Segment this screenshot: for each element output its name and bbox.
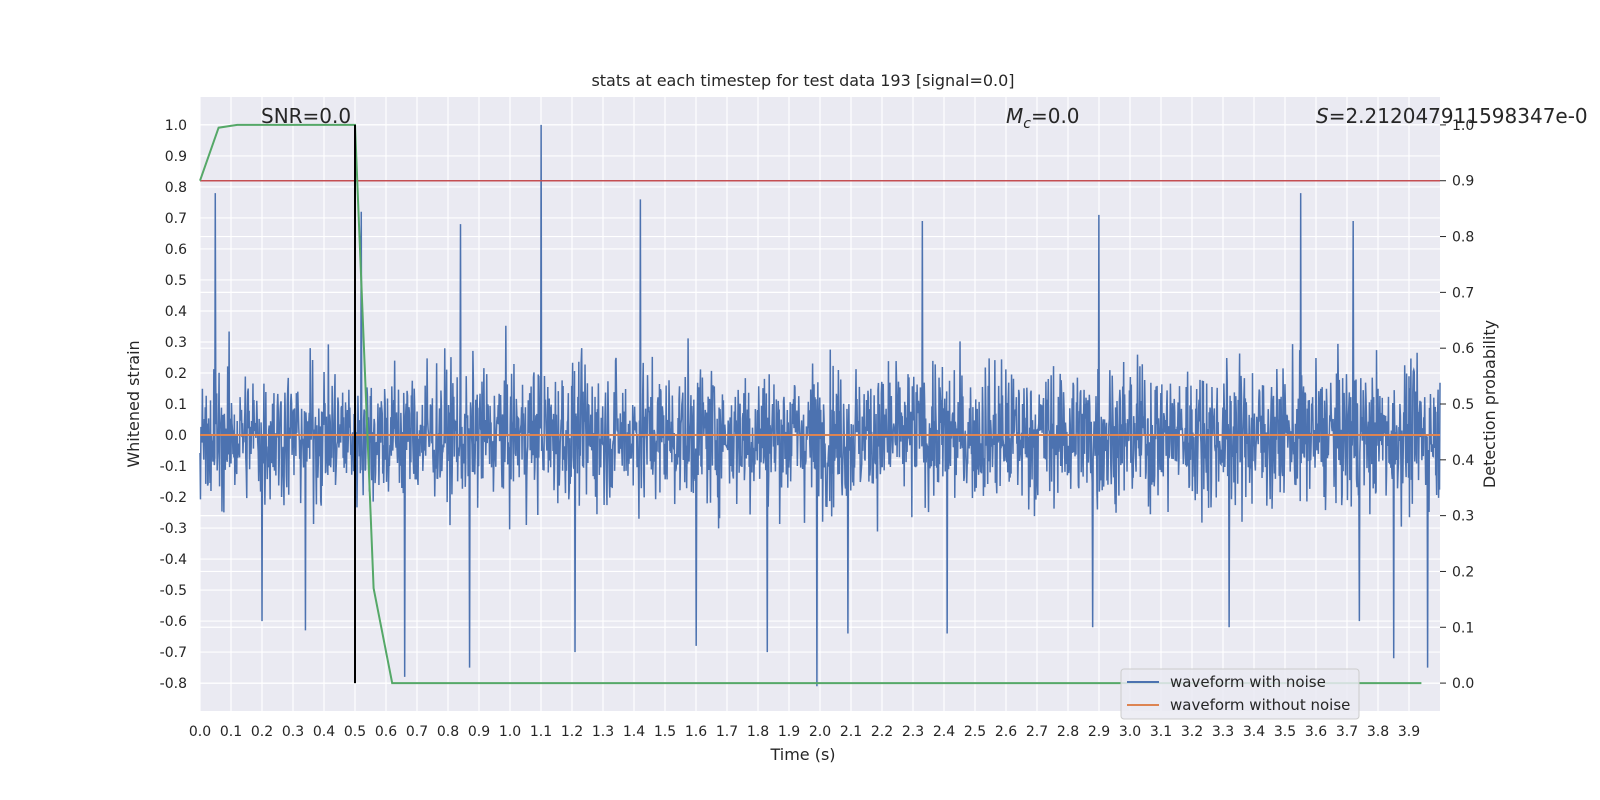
y-right-tick-label: 0.5 bbox=[1452, 397, 1474, 413]
x-tick-label: 3.5 bbox=[1274, 724, 1296, 740]
x-tick-label: 2.4 bbox=[933, 724, 955, 740]
y-tick-label: 0.2 bbox=[165, 366, 187, 382]
x-tick-label: 3.1 bbox=[1150, 724, 1172, 740]
y-tick-label: 0.8 bbox=[165, 180, 187, 196]
x-tick-label: 3.6 bbox=[1305, 724, 1327, 740]
mc-symbol: M bbox=[1006, 104, 1023, 128]
x-tick-label: 0.3 bbox=[282, 724, 304, 740]
y-right-tick-label: 1.0 bbox=[1452, 118, 1474, 134]
x-tick-label: 0.8 bbox=[437, 724, 459, 740]
y-right-tick-label: 0.6 bbox=[1452, 341, 1474, 357]
x-tick-label: 1.8 bbox=[747, 724, 769, 740]
y-tick-label: -0.3 bbox=[160, 521, 187, 537]
y-tick-label: -0.4 bbox=[160, 552, 187, 568]
chart-title: stats at each timestep for test data 193… bbox=[591, 71, 1014, 90]
x-tick-label: 1.6 bbox=[685, 724, 707, 740]
y-axis-label-right: Detection probability bbox=[1480, 320, 1499, 488]
x-tick-label: 3.2 bbox=[1181, 724, 1203, 740]
y-tick-label: 0.7 bbox=[165, 211, 187, 227]
y-tick-label: 0.9 bbox=[165, 149, 187, 165]
y-tick-label: 1.0 bbox=[165, 118, 187, 134]
mc-subscript: c bbox=[1023, 116, 1031, 132]
x-tick-label: 2.6 bbox=[995, 724, 1017, 740]
y-tick-label: 0.4 bbox=[165, 304, 187, 320]
x-tick-label: 1.2 bbox=[561, 724, 583, 740]
s-annotation: S=2.212047911598347e-0 bbox=[1316, 104, 1588, 128]
x-tick-label: 2.0 bbox=[809, 724, 831, 740]
x-tick-label: 3.8 bbox=[1367, 724, 1389, 740]
mc-annotation: Mc=0.0 bbox=[1006, 104, 1080, 132]
series-line-waveform-with-noise bbox=[199, 124, 1441, 687]
x-tick-label: 2.3 bbox=[902, 724, 924, 740]
x-tick-label: 1.5 bbox=[654, 724, 676, 740]
x-tick-label: 2.8 bbox=[1057, 724, 1079, 740]
x-tick-label: 2.2 bbox=[871, 724, 893, 740]
x-tick-label: 0.4 bbox=[313, 724, 335, 740]
y-right-tick-label: 0.2 bbox=[1452, 564, 1474, 580]
y-tick-label: -0.1 bbox=[160, 459, 187, 475]
y-tick-label: 0.1 bbox=[165, 397, 187, 413]
x-tick-label: 2.5 bbox=[964, 724, 986, 740]
y-axis-label: Whitened strain bbox=[124, 340, 143, 467]
y-tick-label: -0.2 bbox=[160, 490, 187, 506]
x-tick-label: 2.7 bbox=[1026, 724, 1048, 740]
x-tick-label: 1.9 bbox=[778, 724, 800, 740]
x-tick-label: 2.1 bbox=[840, 724, 862, 740]
x-tick-label: 1.7 bbox=[716, 724, 738, 740]
y-right-tick-label: 0.7 bbox=[1452, 285, 1474, 301]
x-tick-label: 3.9 bbox=[1398, 724, 1420, 740]
y-tick-label: -0.6 bbox=[160, 614, 187, 630]
y-tick-label: -0.5 bbox=[160, 583, 187, 599]
x-tick-label: 0.0 bbox=[189, 724, 211, 740]
y-right-tick-label: 0.9 bbox=[1452, 174, 1474, 190]
y-tick-label: 0.5 bbox=[165, 273, 187, 289]
x-tick-label: 0.7 bbox=[406, 724, 428, 740]
x-tick-label: 0.9 bbox=[468, 724, 490, 740]
legend-box bbox=[1120, 668, 1360, 720]
x-tick-label: 0.2 bbox=[251, 724, 273, 740]
x-tick-label: 0.6 bbox=[375, 724, 397, 740]
x-tick-label: 3.3 bbox=[1212, 724, 1234, 740]
y-right-tick-label: 0.1 bbox=[1452, 620, 1474, 636]
x-tick-label: 3.0 bbox=[1119, 724, 1141, 740]
legend-label-clean: waveform without noise bbox=[1170, 696, 1350, 714]
x-tick-label: 1.3 bbox=[592, 724, 614, 740]
y-right-tick-label: 0.0 bbox=[1452, 676, 1474, 692]
x-tick-label: 0.5 bbox=[344, 724, 366, 740]
x-tick-label: 1.1 bbox=[530, 724, 552, 740]
y-right-tick-label: 0.3 bbox=[1452, 509, 1474, 525]
y-right-tick-label: 0.8 bbox=[1452, 230, 1474, 246]
s-value: =2.212047911598347e-0 bbox=[1329, 104, 1588, 128]
y-right-tick-label: 0.4 bbox=[1452, 453, 1474, 469]
x-tick-label: 1.0 bbox=[499, 724, 521, 740]
mc-value: =0.0 bbox=[1031, 104, 1080, 128]
y-tick-label: 0.6 bbox=[165, 242, 187, 258]
x-axis-label: Time (s) bbox=[769, 745, 835, 764]
x-tick-label: 3.4 bbox=[1243, 724, 1265, 740]
y-tick-label: 0.0 bbox=[165, 428, 187, 444]
y-tick-label: -0.7 bbox=[160, 645, 187, 661]
legend: waveform with noise waveform without noi… bbox=[1120, 668, 1360, 720]
y-tick-label: -0.8 bbox=[160, 676, 187, 692]
y-tick-label: 0.3 bbox=[165, 335, 187, 351]
x-tick-label: 2.9 bbox=[1088, 724, 1110, 740]
x-tick-label: 1.4 bbox=[623, 724, 645, 740]
snr-annotation: SNR=0.0 bbox=[261, 104, 351, 128]
x-tick-label: 0.1 bbox=[220, 724, 242, 740]
x-tick-label: 3.7 bbox=[1336, 724, 1358, 740]
legend-label-noise: waveform with noise bbox=[1170, 673, 1326, 691]
s-symbol: S bbox=[1316, 104, 1329, 128]
